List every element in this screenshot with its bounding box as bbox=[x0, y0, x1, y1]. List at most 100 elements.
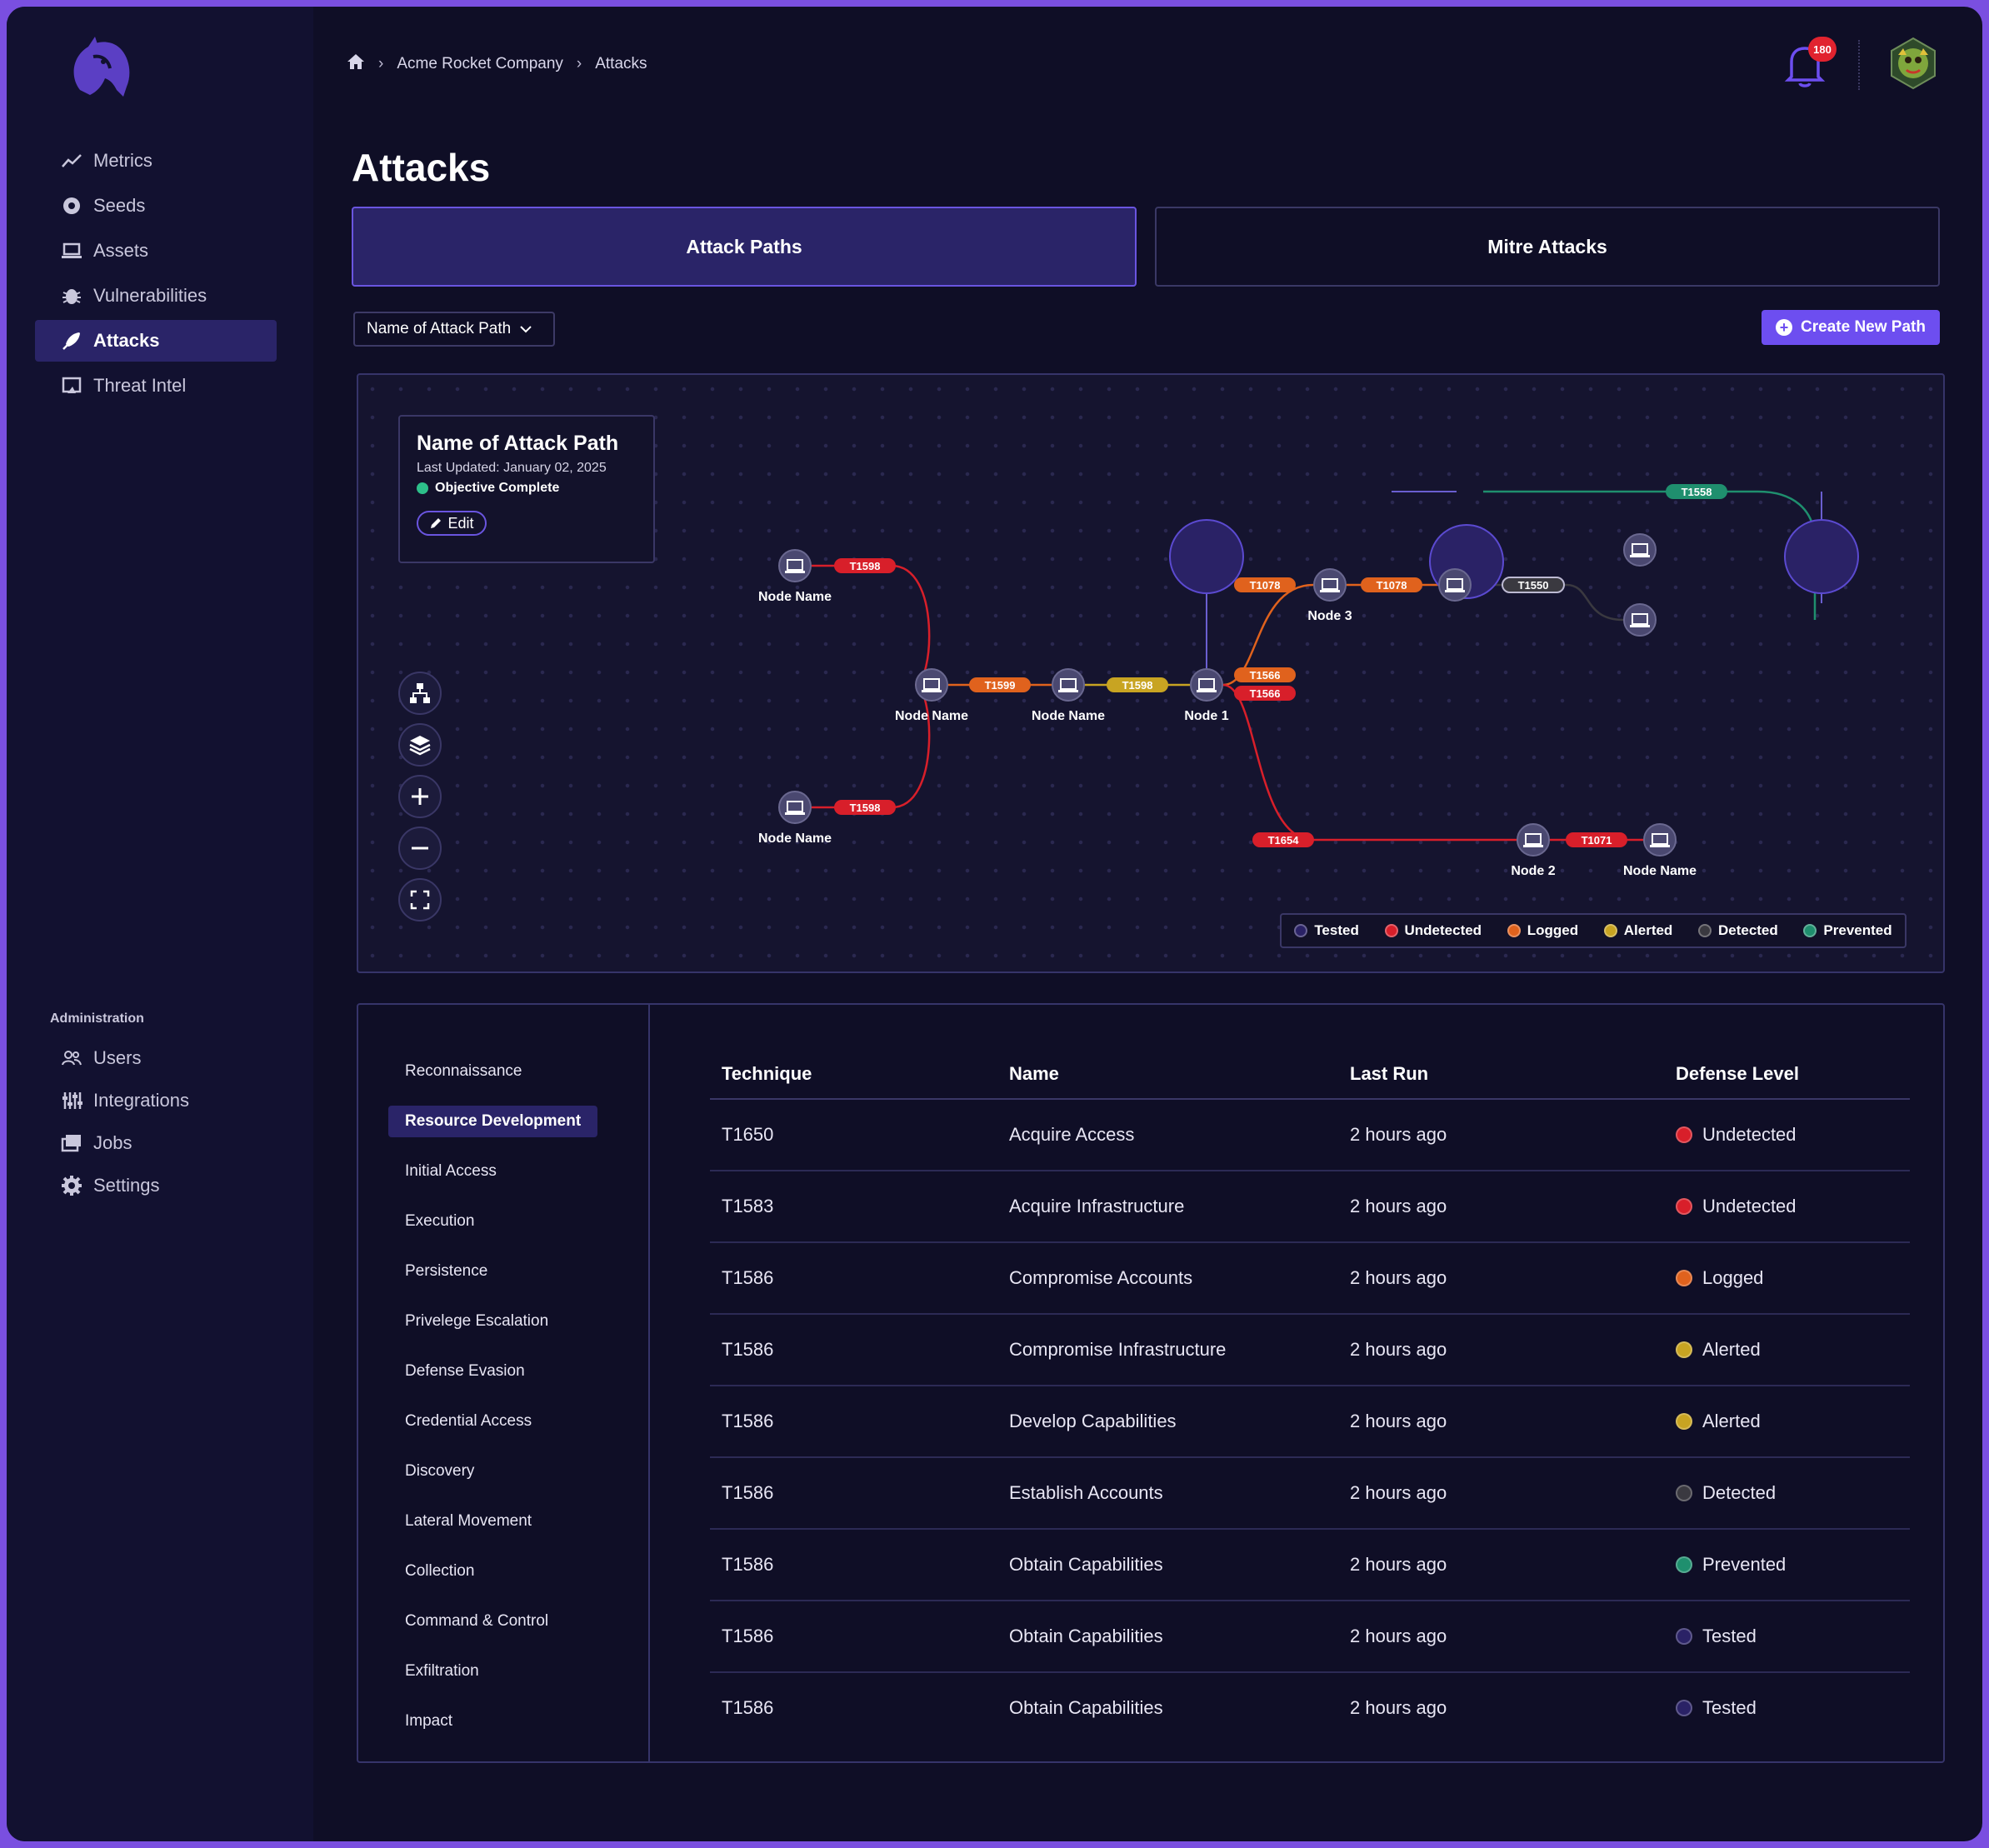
bell-icon[interactable] bbox=[1780, 38, 1830, 92]
technique-pill-label: T1598 bbox=[1122, 679, 1153, 692]
tactic-item[interactable]: Persistence bbox=[358, 1246, 648, 1296]
node-label[interactable]: Node Name bbox=[758, 590, 832, 604]
tactic-item[interactable]: Execution bbox=[358, 1196, 648, 1246]
zoom-out-button[interactable] bbox=[398, 827, 442, 870]
sidebar-item-vulnerabilities[interactable]: Vulnerabilities bbox=[35, 275, 277, 317]
table-row[interactable]: T1586 Obtain Capabilities 2 hours ago Teste… bbox=[710, 1672, 1910, 1743]
tactic-item[interactable]: Impact bbox=[358, 1696, 648, 1746]
table-row[interactable]: T1586 Compromise Accounts 2 hours ago Logge… bbox=[710, 1242, 1910, 1315]
chevron-right-icon: › bbox=[576, 55, 582, 72]
tactic-item[interactable]: Lateral Movement bbox=[358, 1496, 648, 1546]
technique-pill-label: T1078 bbox=[1377, 579, 1407, 592]
attack-path-select[interactable]: Name of Attack Path bbox=[353, 312, 555, 347]
table-row[interactable]: T1586 Obtain Capabilities 2 hours ago Preve… bbox=[710, 1529, 1910, 1601]
sidebar-item-seeds[interactable]: Seeds bbox=[35, 185, 277, 227]
tab-attack-paths[interactable]: Attack Paths bbox=[352, 207, 1137, 287]
technique-cell: T1586 bbox=[710, 1457, 997, 1530]
graph-node[interactable] bbox=[778, 549, 812, 582]
graph-node[interactable] bbox=[1623, 603, 1657, 637]
target-node[interactable] bbox=[1169, 519, 1244, 594]
layers-button[interactable] bbox=[398, 723, 442, 767]
graph-node[interactable] bbox=[778, 791, 812, 824]
sidebar-item-integrations[interactable]: Integrations bbox=[35, 1081, 277, 1121]
tactic-item[interactable]: Collection bbox=[358, 1546, 648, 1596]
legend-item-undetected: Undetected bbox=[1384, 922, 1482, 939]
col-technique[interactable]: Technique bbox=[710, 1050, 997, 1100]
graph-node[interactable] bbox=[1313, 568, 1347, 602]
breadcrumb-company[interactable]: Acme Rocket Company bbox=[397, 55, 563, 72]
graph-node[interactable] bbox=[1623, 533, 1657, 567]
technique-pill-label: T1566 bbox=[1250, 669, 1281, 682]
tactic-item[interactable]: Reconnaissance bbox=[358, 1046, 648, 1096]
col-last-run[interactable]: Last Run bbox=[1338, 1050, 1664, 1100]
name-cell: Obtain Capabilities bbox=[997, 1529, 1338, 1601]
tactic-item[interactable]: Resource Development bbox=[358, 1096, 648, 1146]
target-node[interactable] bbox=[1784, 519, 1859, 594]
tactic-item[interactable]: Defense Evasion bbox=[358, 1346, 648, 1396]
last-run-cell: 2 hours ago bbox=[1338, 1242, 1664, 1315]
sidebar-item-label: Settings bbox=[93, 1175, 160, 1196]
graph-node[interactable] bbox=[1052, 668, 1085, 702]
tactic-item[interactable]: Discovery bbox=[358, 1446, 648, 1496]
sidebar-item-users[interactable]: Users bbox=[35, 1038, 277, 1078]
sidebar-item-label: Seeds bbox=[93, 195, 146, 216]
sidebar: Metrics Seeds Assets Vulnerabilities Attacks… bbox=[7, 7, 313, 1841]
node-label[interactable]: Node Name bbox=[758, 832, 832, 846]
graph-node[interactable] bbox=[1517, 823, 1550, 857]
edit-button[interactable]: Edit bbox=[417, 511, 487, 536]
sidebar-item-assets[interactable]: Assets bbox=[35, 230, 277, 272]
tab-mitre-attacks[interactable]: Mitre Attacks bbox=[1155, 207, 1940, 287]
node-label[interactable]: Node Name bbox=[1623, 864, 1697, 878]
graph-node[interactable] bbox=[1643, 823, 1677, 857]
sidebar-item-threat-intel[interactable]: Threat Intel bbox=[35, 365, 277, 407]
legend-item-logged: Logged bbox=[1507, 922, 1578, 939]
table-row[interactable]: T1583 Acquire Infrastructure 2 hours ago Un… bbox=[710, 1171, 1910, 1243]
technique-pill-label: T1558 bbox=[1682, 486, 1712, 498]
node-label[interactable]: Node 3 bbox=[1307, 609, 1352, 623]
sidebar-item-attacks[interactable]: Attacks bbox=[35, 320, 277, 362]
sidebar-item-settings[interactable]: Settings bbox=[35, 1166, 277, 1206]
last-run-cell: 2 hours ago bbox=[1338, 1171, 1664, 1243]
graph-node[interactable] bbox=[1190, 668, 1223, 702]
status-dot bbox=[1676, 1270, 1692, 1286]
graph-node[interactable] bbox=[915, 668, 948, 702]
table-row[interactable]: T1586 Develop Capabilities 2 hours ago Aler… bbox=[710, 1386, 1910, 1458]
zoom-in-button[interactable] bbox=[398, 775, 442, 818]
avatar[interactable] bbox=[1887, 37, 1940, 90]
tactic-item[interactable]: Privelege Escalation bbox=[358, 1296, 648, 1346]
sidebar-item-label: Jobs bbox=[93, 1132, 132, 1153]
table-row[interactable]: T1586 Establish Accounts 2 hours ago Detect… bbox=[710, 1457, 1910, 1530]
horse-head-logo[interactable] bbox=[55, 32, 138, 107]
node-label[interactable]: Node Name bbox=[895, 709, 968, 723]
attack-graph-panel[interactable]: T1598 T1598 T1599 T1598 T1078 T1078 T1550 T1654… bbox=[357, 373, 1945, 973]
tactic-item[interactable]: Initial Access bbox=[358, 1146, 648, 1196]
col-name[interactable]: Name bbox=[997, 1050, 1338, 1100]
attack-graph[interactable]: T1598 T1598 T1599 T1598 T1078 T1078 T1550 T1654… bbox=[358, 375, 1943, 971]
create-new-path-button[interactable]: + Create New Path bbox=[1762, 310, 1940, 345]
table-row[interactable]: T1586 Compromise Infrastructure 2 hours ag… bbox=[710, 1314, 1910, 1386]
node-label[interactable]: Node 1 bbox=[1184, 709, 1228, 723]
fit-view-button[interactable] bbox=[398, 878, 442, 922]
hierarchy-layout-button[interactable] bbox=[398, 672, 442, 715]
edit-label: Edit bbox=[447, 514, 474, 532]
node-label[interactable]: Node Name bbox=[1032, 709, 1105, 723]
home-icon[interactable] bbox=[347, 53, 365, 75]
table-row[interactable]: T1650 Acquire Access 2 hours ago Undetected bbox=[710, 1099, 1910, 1171]
tactic-item[interactable]: Command & Control bbox=[358, 1596, 648, 1646]
graph-node[interactable] bbox=[1438, 568, 1472, 602]
tactic-item[interactable]: Credential Access bbox=[358, 1396, 648, 1446]
jobs-icon bbox=[60, 1131, 83, 1155]
tactic-item[interactable]: Exfiltration bbox=[358, 1646, 648, 1696]
col-defense-level[interactable]: Defense Level bbox=[1664, 1050, 1910, 1100]
table-row[interactable]: T1586 Obtain Capabilities 2 hours ago Teste… bbox=[710, 1601, 1910, 1673]
technique-pill bbox=[834, 800, 896, 815]
defense-level: Alerted bbox=[1676, 1339, 1909, 1361]
technique-cell: T1586 bbox=[710, 1601, 997, 1673]
chevron-right-icon: › bbox=[378, 55, 384, 72]
sidebar-item-jobs[interactable]: Jobs bbox=[35, 1123, 277, 1163]
tactic-label: Exfiltration bbox=[405, 1662, 479, 1680]
sidebar-item-metrics[interactable]: Metrics bbox=[35, 140, 277, 182]
laptop-base-icon bbox=[785, 812, 805, 815]
node-label[interactable]: Node 2 bbox=[1511, 864, 1555, 878]
last-run-cell: 2 hours ago bbox=[1350, 1697, 1447, 1718]
